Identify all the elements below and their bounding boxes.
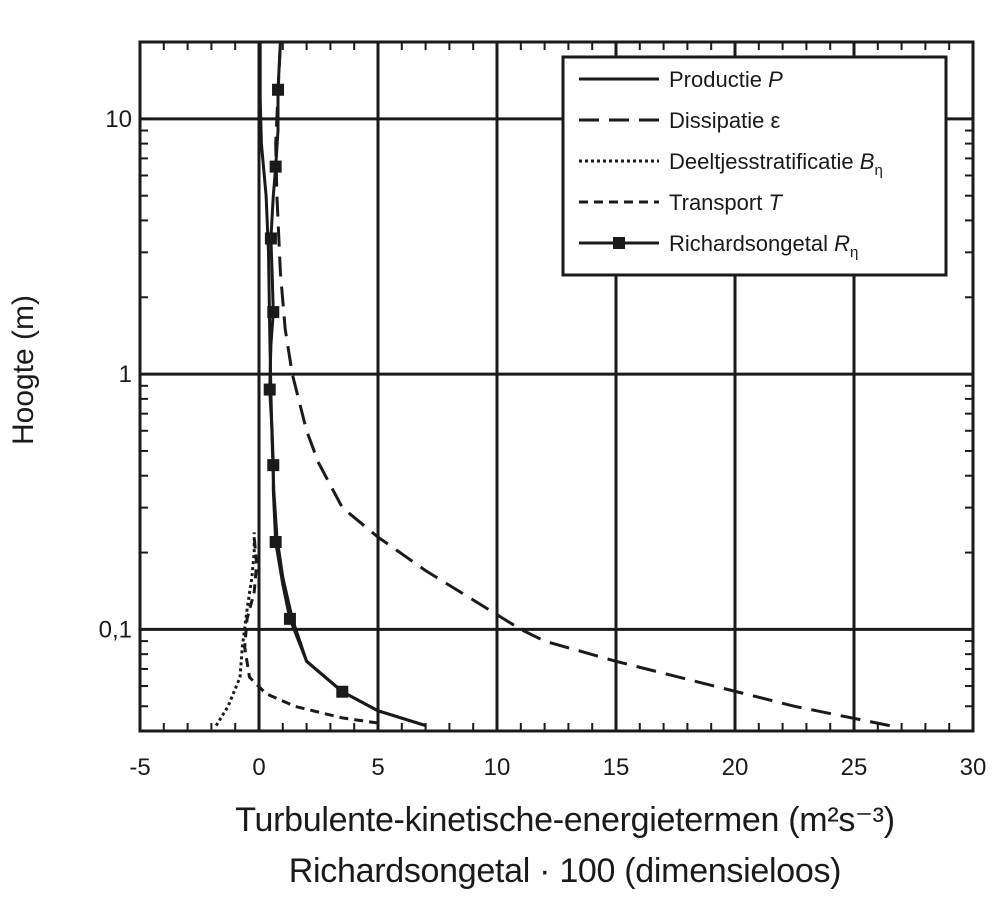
legend-box — [561, 55, 948, 277]
x-tick-label: 25 — [841, 754, 868, 781]
series-marker-richardsongetal — [267, 459, 280, 472]
x-axis-label: Turbulente-kinetische-energietermen (m²s… — [235, 801, 895, 839]
legend-marker — [613, 237, 625, 249]
series-marker-richardsongetal — [336, 685, 349, 698]
series-marker-richardsongetal — [269, 160, 282, 173]
legend-label: Transport T — [669, 190, 783, 215]
series-marker-richardsongetal — [272, 83, 285, 96]
series-line-deeltjesstratificatie — [214, 532, 256, 727]
series-marker-richardsongetal — [264, 232, 277, 245]
x-tick-label: 5 — [371, 754, 384, 781]
y-tick-label: 1 — [119, 361, 132, 388]
x-axis-label-secondary: Richardsongetal · 100 (dimensieloos) — [288, 852, 842, 890]
series-line-transport — [243, 536, 379, 725]
plot-frame — [138, 40, 975, 733]
x-tick-label: 10 — [484, 754, 511, 781]
x-tick-label: 20 — [722, 754, 749, 781]
legend-label: Productie P — [669, 67, 783, 92]
legend-label: Dissipatie ε — [669, 108, 780, 133]
series-marker-richardsongetal — [263, 383, 276, 396]
y-tick-label: 0,1 — [99, 616, 132, 643]
x-tick-label: 30 — [960, 754, 987, 781]
series-line-dissipatie — [274, 41, 890, 728]
y-tick-label: 10 — [105, 106, 132, 133]
series-marker-richardsongetal — [283, 612, 296, 625]
x-tick-label: 15 — [603, 754, 630, 781]
x-tick-label: 0 — [252, 754, 265, 781]
y-axis-label: Hoogte (m) — [7, 294, 40, 446]
series-marker-richardsongetal — [267, 306, 280, 319]
x-tick-label: -5 — [129, 754, 150, 781]
series-marker-richardsongetal — [269, 535, 282, 548]
